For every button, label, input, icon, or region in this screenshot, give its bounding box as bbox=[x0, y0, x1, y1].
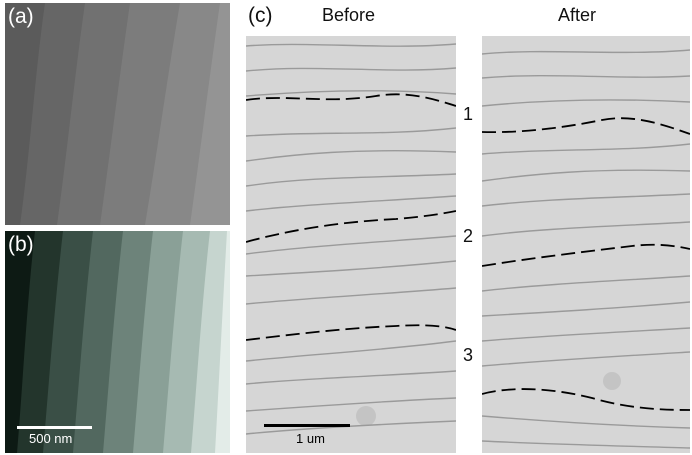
panel-c-scalebar-label: 1 um bbox=[296, 431, 325, 446]
panel-a-image bbox=[5, 3, 230, 225]
after-steps bbox=[482, 36, 690, 453]
panel-b-image bbox=[5, 231, 230, 453]
step-index-2: 2 bbox=[463, 226, 474, 246]
panel-b-label: (b) bbox=[8, 233, 34, 256]
panel-b-terraces bbox=[5, 231, 230, 453]
before-title: Before bbox=[322, 5, 376, 25]
panel-a-terraces bbox=[5, 3, 230, 225]
step-index-3: 3 bbox=[463, 345, 474, 365]
before-steps bbox=[246, 36, 456, 453]
panel-a-label: (a) bbox=[8, 5, 34, 28]
panel-c-scalebar bbox=[264, 424, 350, 427]
after-image bbox=[482, 36, 690, 453]
before-image bbox=[246, 36, 456, 453]
panel-b-scalebar bbox=[17, 426, 92, 429]
step-index-1: 1 bbox=[463, 104, 474, 124]
panel-c-label: (c) bbox=[248, 4, 273, 27]
panel-b-scalebar-label: 500 nm bbox=[29, 431, 73, 446]
after-title: After bbox=[558, 5, 597, 25]
